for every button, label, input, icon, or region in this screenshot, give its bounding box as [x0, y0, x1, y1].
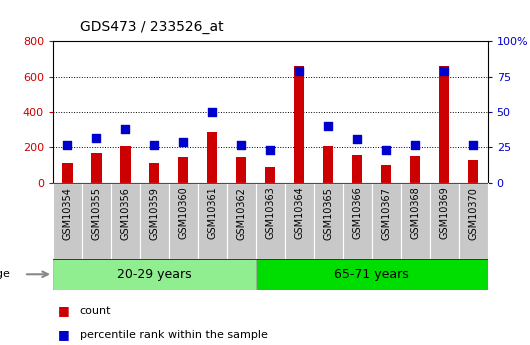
Text: GSM10365: GSM10365 — [323, 187, 333, 239]
Text: GSM10360: GSM10360 — [179, 187, 188, 239]
Text: GSM10363: GSM10363 — [266, 187, 275, 239]
Bar — [439, 66, 449, 183]
Text: GSM10369: GSM10369 — [439, 187, 449, 239]
Bar — [140, 183, 169, 259]
Bar — [198, 183, 227, 259]
Bar — [227, 183, 256, 259]
Text: GSM10366: GSM10366 — [352, 187, 362, 239]
Bar — [343, 183, 372, 259]
Bar — [256, 259, 488, 290]
Point — [179, 139, 188, 145]
Text: 20-29 years: 20-29 years — [117, 268, 192, 281]
Bar — [265, 167, 276, 183]
Text: GSM10356: GSM10356 — [120, 187, 130, 239]
Text: percentile rank within the sample: percentile rank within the sample — [80, 330, 267, 339]
Text: GSM10367: GSM10367 — [381, 187, 391, 239]
Bar — [169, 183, 198, 259]
Point — [266, 148, 275, 153]
Bar — [430, 183, 458, 259]
Bar — [314, 183, 343, 259]
Point — [469, 142, 478, 147]
Point — [295, 68, 304, 74]
Text: GSM10359: GSM10359 — [149, 187, 160, 239]
Text: GSM10355: GSM10355 — [92, 187, 101, 240]
Point — [440, 68, 448, 74]
Bar — [111, 183, 140, 259]
Bar — [401, 183, 430, 259]
Bar — [468, 160, 478, 183]
Bar — [372, 183, 401, 259]
Bar — [294, 66, 304, 183]
Bar — [120, 146, 130, 183]
Point — [150, 142, 158, 147]
Bar — [53, 183, 82, 259]
Bar — [352, 155, 363, 183]
Text: GDS473 / 233526_at: GDS473 / 233526_at — [80, 20, 223, 34]
Bar — [410, 156, 420, 183]
Bar — [53, 259, 256, 290]
Bar — [63, 164, 73, 183]
Bar — [256, 183, 285, 259]
Text: ■: ■ — [58, 304, 70, 317]
Text: GSM10364: GSM10364 — [294, 187, 304, 239]
Point — [208, 109, 217, 115]
Point — [324, 124, 332, 129]
Text: count: count — [80, 306, 111, 315]
Text: 65-71 years: 65-71 years — [334, 268, 409, 281]
Text: GSM10362: GSM10362 — [236, 187, 246, 239]
Text: GSM10368: GSM10368 — [410, 187, 420, 239]
Point — [353, 136, 361, 142]
Point — [63, 142, 72, 147]
Text: ■: ■ — [58, 328, 70, 341]
Text: GSM10361: GSM10361 — [207, 187, 217, 239]
Point — [121, 126, 130, 132]
Bar — [91, 153, 102, 183]
Bar — [149, 164, 160, 183]
Bar — [458, 183, 488, 259]
Bar — [285, 183, 314, 259]
Bar — [207, 131, 217, 183]
Bar — [178, 157, 189, 183]
Point — [92, 135, 101, 140]
Bar — [381, 165, 391, 183]
Point — [411, 142, 419, 147]
Point — [382, 148, 391, 153]
Bar — [323, 146, 333, 183]
Point — [237, 142, 245, 147]
Bar — [82, 183, 111, 259]
Text: GSM10370: GSM10370 — [468, 187, 478, 239]
Bar — [236, 157, 246, 183]
Text: GSM10354: GSM10354 — [63, 187, 73, 239]
Text: age: age — [0, 269, 11, 279]
